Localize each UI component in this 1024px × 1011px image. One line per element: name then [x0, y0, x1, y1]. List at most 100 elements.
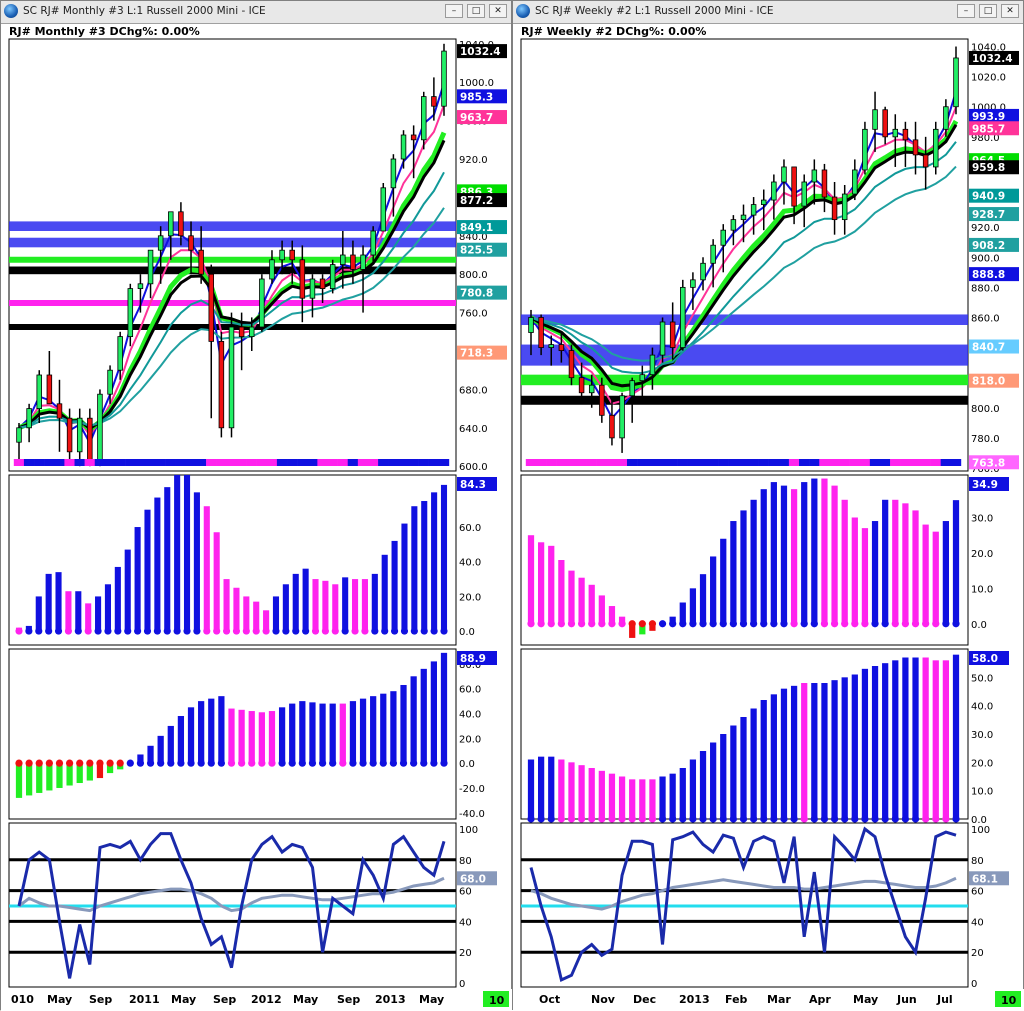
histogram-bar — [430, 661, 437, 764]
histogram-bar — [243, 596, 250, 632]
close-button[interactable]: ✕ — [1001, 4, 1019, 18]
x-axis-label: 2013 — [679, 993, 710, 1006]
histogram-value-box — [969, 651, 1009, 665]
x-axis-strip — [513, 989, 1024, 1011]
candle-body — [218, 340, 225, 429]
histogram-bar — [410, 676, 417, 764]
globe-icon — [516, 4, 530, 18]
histogram-dot — [213, 627, 221, 635]
minimize-button[interactable]: – — [445, 4, 463, 18]
histogram-bar — [391, 540, 398, 632]
oscillator-tick-label: 100 — [971, 825, 990, 836]
histogram-bar — [114, 566, 121, 632]
candle-body — [720, 229, 727, 246]
trend-strip-segment — [317, 459, 328, 466]
oscillator-tick-label: 80 — [459, 856, 472, 867]
histogram-bar — [912, 657, 919, 819]
candle-body — [892, 128, 899, 138]
histogram-bar — [218, 696, 225, 764]
candle-body — [902, 128, 909, 141]
candle-body — [953, 57, 959, 108]
candle-body — [319, 278, 326, 290]
histogram-value-box — [969, 477, 1009, 491]
histogram-bar — [588, 584, 595, 624]
histogram-tick-label: 60.0 — [459, 685, 481, 696]
histogram-dot — [45, 627, 53, 635]
histogram-dot — [86, 759, 94, 767]
histogram-bar — [871, 521, 879, 624]
restore-button[interactable]: □ — [979, 4, 997, 18]
histogram-bar — [400, 684, 407, 764]
histogram-bar — [104, 584, 112, 632]
trend-strip-segment — [566, 459, 577, 466]
oscillator-tick-label: 0 — [971, 979, 977, 990]
trend-strip-segment — [950, 459, 962, 466]
histogram-dot — [232, 627, 240, 635]
histogram-dot — [618, 815, 626, 823]
corner-badge-box — [483, 991, 509, 1007]
histogram-bar — [659, 776, 666, 819]
trend-strip-segment — [236, 459, 247, 466]
histogram-dot — [628, 815, 636, 823]
price-tick-label: 900.0 — [971, 253, 1000, 264]
histogram-bar — [380, 693, 387, 764]
histogram-bar — [912, 510, 919, 624]
close-button[interactable]: ✕ — [489, 4, 507, 18]
histogram-bar — [952, 500, 960, 624]
candle-body — [578, 377, 585, 394]
corner-badge-box — [995, 991, 1021, 1007]
restore-button[interactable]: □ — [467, 4, 485, 18]
histogram-dot — [74, 627, 82, 635]
histogram-dot — [719, 815, 727, 823]
histogram-dot — [942, 620, 950, 628]
histogram-dot — [679, 620, 687, 628]
histogram-bar — [26, 763, 33, 796]
histogram-bar — [568, 570, 575, 624]
x-axis-label: Sep — [89, 993, 112, 1006]
histogram-bar — [86, 763, 93, 781]
histogram-dot — [537, 620, 545, 628]
histogram-bar — [309, 702, 316, 764]
histogram-bar — [253, 601, 260, 632]
histogram-bar — [760, 700, 767, 819]
histogram-bar — [902, 503, 909, 624]
histogram-dot — [689, 815, 697, 823]
histogram-bar — [588, 768, 595, 819]
histogram-bar — [167, 725, 174, 764]
histogram-dot — [557, 815, 565, 823]
histogram-bar — [831, 680, 838, 819]
histogram-bar — [629, 623, 636, 638]
trend-strip-segment — [246, 459, 257, 466]
histogram-bar — [248, 711, 255, 764]
trend-strip-segment — [890, 459, 901, 466]
candle-body — [852, 169, 858, 195]
histogram-tick-label: 0.0 — [459, 759, 475, 770]
trend-strip-segment — [910, 459, 921, 466]
histogram-dot — [952, 815, 960, 823]
histogram-bar — [390, 691, 397, 764]
histogram-dot — [598, 620, 606, 628]
histogram-bar — [342, 577, 349, 632]
oscillator-tick-label: 20 — [971, 948, 984, 959]
histogram-dot — [800, 815, 808, 823]
minimize-button[interactable]: – — [957, 4, 975, 18]
histogram-bar — [710, 556, 717, 624]
histogram-tick-label: 50.0 — [971, 673, 993, 684]
histogram-dot — [143, 627, 152, 635]
price-label-box — [969, 267, 1019, 282]
price-label-box — [457, 44, 507, 59]
x-axis-label: May — [171, 993, 196, 1006]
trend-strip-segment — [74, 459, 85, 466]
histogram-bar — [154, 497, 161, 632]
histogram-bar — [861, 668, 869, 819]
histogram-tick-label: 20.0 — [971, 549, 993, 560]
candle-body — [740, 214, 747, 221]
price-tick-label: 1020.0 — [971, 73, 1006, 84]
histogram-tick-label: 20.0 — [459, 592, 481, 603]
candle-body — [157, 235, 164, 251]
histogram-dot — [278, 759, 286, 767]
histogram-dot — [699, 620, 707, 628]
histogram-bar — [558, 759, 565, 819]
histogram-bar — [538, 756, 545, 819]
monthly-chart-subtitle: RJ# Monthly #3 DChg%: 0.00% — [9, 25, 200, 38]
